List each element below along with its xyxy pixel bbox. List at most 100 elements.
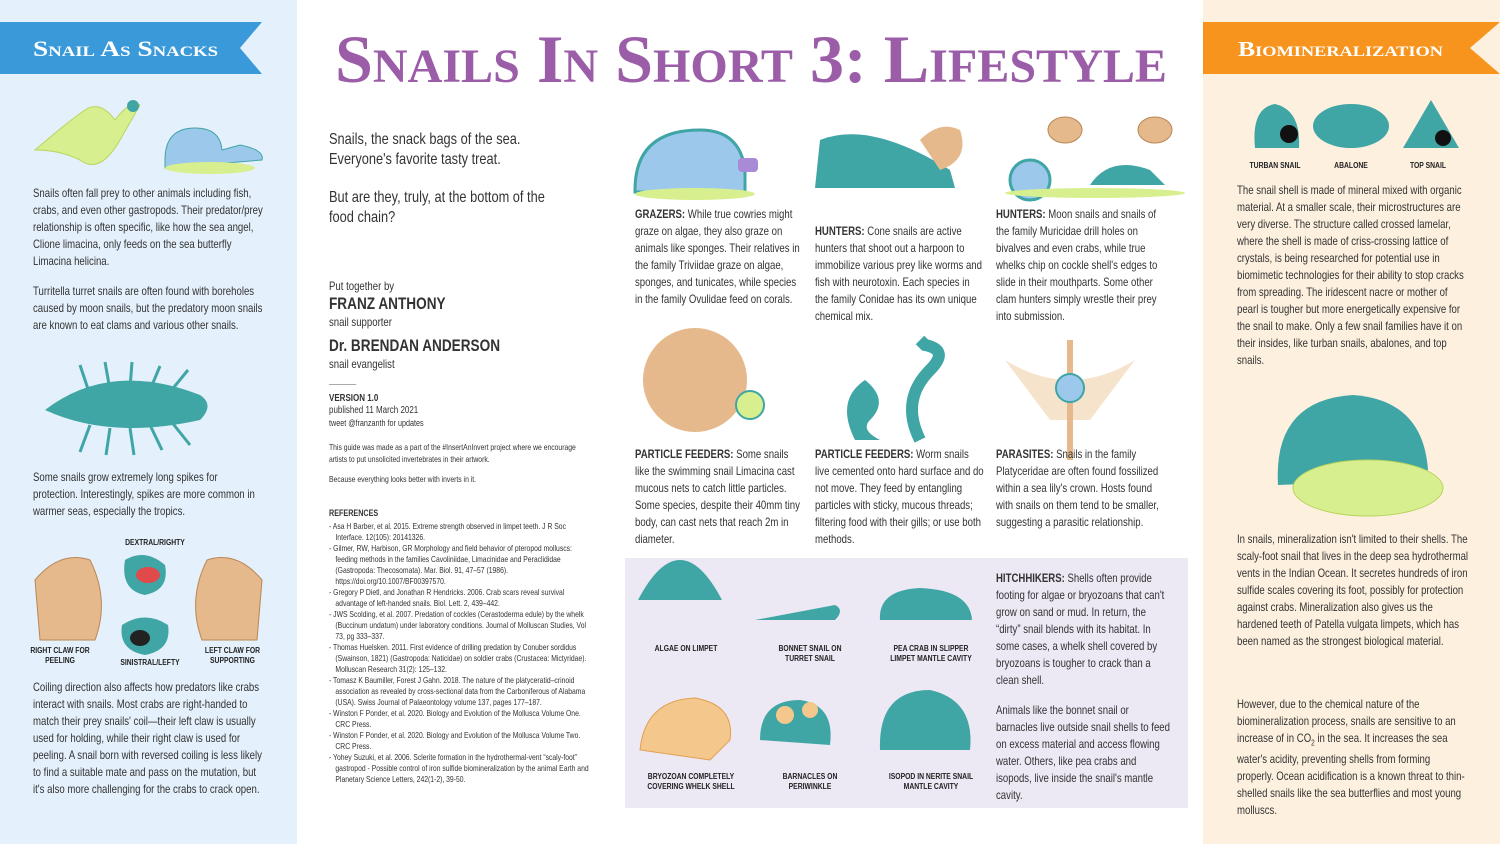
card-text: Moon snails and snails of the family Mur… — [996, 207, 1158, 323]
abalone — [1313, 104, 1389, 148]
reference: Asa H Barber, et al. 2015. Extreme stren… — [329, 521, 589, 543]
hitchhikers-text-2: Animals like the bonnet snail or barnacl… — [996, 703, 1170, 802]
left-paragraph-1: Snails often fall prey to other animals … — [33, 186, 263, 268]
published: published 11 March 2021 — [329, 405, 419, 416]
hitchhiker-label: BARNACLES ON PERIWINKLE — [782, 772, 838, 791]
platyceras — [1055, 373, 1085, 403]
worm-snail — [847, 380, 880, 440]
text-run: However, due to the chemical nature of t… — [1237, 697, 1456, 745]
reference: Winston F Ponder, et al. 2020. Biology a… — [329, 708, 589, 730]
card: GRAZERS: While true cowries might graze … — [635, 206, 805, 308]
subscript: 2 — [1311, 738, 1315, 748]
spiky-snail — [45, 380, 208, 428]
title: Snails In Short 3: Lifestyle — [335, 21, 1167, 97]
dextral-aperture — [136, 567, 160, 583]
card-text: Shells often provide footing for algae o… — [996, 571, 1165, 687]
left-banner — [0, 22, 262, 74]
intro-line: Everyone's favorite tasty treat. — [329, 151, 501, 168]
worm-snail — [906, 335, 945, 443]
card-heading: PARASITES: — [996, 447, 1054, 461]
intro-line: Snails, the snack bags of the sea. — [329, 131, 521, 148]
left-paragraph-2: Turritella turret snails are often found… — [33, 284, 263, 332]
reference: Winston F Ponder, et al. 2020. Biology a… — [329, 730, 589, 752]
references-list: Asa H Barber, et al. 2015. Extreme stren… — [329, 521, 589, 785]
card-illustrations — [633, 116, 1185, 761]
shell-label: TURBAN SNAIL — [1249, 161, 1301, 170]
left-paragraph-3: Some snails grow extremely long spikes f… — [33, 470, 255, 518]
top-aperture — [1435, 130, 1451, 146]
author: Dr. BRENDAN ANDERSON — [329, 336, 501, 355]
left-crab-claw — [195, 557, 263, 641]
turret-snail — [755, 605, 840, 620]
hitchhiker-label: BONNET SNAIL ON TURRET SNAIL — [778, 644, 842, 663]
card-text: Snails in the family Platyceridae are of… — [996, 447, 1159, 529]
top-snail — [1403, 100, 1459, 148]
shell-label: ABALONE — [1334, 161, 1368, 170]
fish — [920, 126, 963, 170]
sea-angel — [33, 103, 141, 165]
right-banner-text: Biomineralization — [1238, 37, 1443, 61]
mucous-net — [643, 328, 747, 432]
text-run: in the sea. It increases the sea water's… — [1237, 731, 1465, 818]
turban-aperture — [1280, 125, 1298, 143]
cowrie — [633, 128, 747, 194]
card-heading: HITCHHIKERS: — [996, 571, 1065, 585]
credits: Put together by FRANZ ANTHONY snail supp… — [329, 278, 593, 485]
sea-angel-eye — [127, 100, 139, 112]
card: PARASITES: Snails in the family Platycer… — [996, 446, 1166, 531]
card-text: Worm snails live cemented onto hard surf… — [815, 447, 984, 546]
header-art: Snail As Snacks Biomineralization Snails… — [0, 21, 1500, 97]
card: PARTICLE FEEDERS: Worm snails live cemen… — [815, 446, 985, 548]
card-text: Some snails like the swimming snail Lima… — [635, 447, 800, 546]
right-illustrations — [1254, 100, 1459, 517]
credit-by: Put together by — [329, 279, 395, 293]
limpet — [638, 560, 722, 600]
guide-note: This guide was made as a part of the #In… — [329, 442, 576, 464]
author-role: snail evangelist — [329, 357, 395, 371]
coil-label: LEFT CLAW FOR SUPPORTING — [204, 646, 261, 665]
limacina — [735, 390, 765, 420]
rule — [329, 384, 357, 385]
nerite — [879, 690, 971, 750]
left-paragraph-4: Coiling direction also affects how preda… — [33, 680, 262, 796]
references: REFERENCES Asa H Barber, et al. 2015. Ex… — [329, 508, 589, 785]
barnacle — [802, 702, 818, 718]
shell-label: TOP SNAIL — [1409, 161, 1447, 170]
snail-foot — [165, 162, 255, 174]
references-heading: REFERENCES — [329, 508, 379, 518]
reference: Thomas Huelsken. 2011. First evidence of… — [329, 642, 589, 675]
hunter-foot — [1005, 188, 1185, 198]
card: HUNTERS: Moon snails and snails of the f… — [996, 206, 1166, 325]
hitchhiker-label: ISOPOD IN NERITE SNAIL MANTLE CAVITY — [888, 772, 974, 791]
card-heading: PARTICLE FEEDERS: — [635, 447, 734, 461]
card: PARTICLE FEEDERS: Some snails like the s… — [635, 446, 805, 548]
clam — [1047, 116, 1083, 144]
whelk — [1090, 165, 1165, 185]
scaly-foot — [1292, 459, 1444, 517]
cockle — [1137, 116, 1173, 144]
hitchhiker-label: PEA CRAB IN SLIPPER LIMPET MANTLE CAVITY — [890, 644, 972, 663]
author-role: snail supporter — [329, 315, 392, 329]
hitchhiker-label: BRYOZOAN COMPLETELY COVERING WHELK SHELL — [647, 772, 735, 791]
intro-line: But are they, truly, at the bottom of th… — [329, 189, 545, 226]
sinistral-aperture — [130, 630, 150, 646]
bryozoan-whelk — [639, 697, 732, 761]
barnacle — [776, 706, 794, 724]
card-text: Cone snails are active hunters that shoo… — [815, 224, 982, 323]
slipper-limpet — [879, 588, 972, 620]
tweet: tweet @franzanth for updates — [329, 418, 424, 428]
hitchhiker-label: ALGAE ON LIMPET — [654, 644, 718, 653]
cowrie-foot — [635, 188, 755, 200]
right-banner — [1203, 22, 1500, 74]
right-paragraph-3: However, due to the chemical nature of t… — [1237, 696, 1469, 819]
reference: Yohey Suzuki, et al. 2006. Sclerite form… — [329, 752, 589, 785]
cone-snail — [815, 134, 955, 188]
right-paragraph-1: The snail shell is made of mineral mixed… — [1237, 183, 1464, 367]
author: FRANZ ANTHONY — [329, 294, 446, 313]
coil-label: SINISTRAL/LEFTY — [120, 658, 180, 667]
sea-butterfly — [164, 127, 263, 169]
card-heading: HUNTERS: — [996, 207, 1046, 221]
reference: JWS Scolding, et al. 2007. Predation of … — [329, 609, 589, 642]
left-illustrations — [33, 100, 263, 655]
